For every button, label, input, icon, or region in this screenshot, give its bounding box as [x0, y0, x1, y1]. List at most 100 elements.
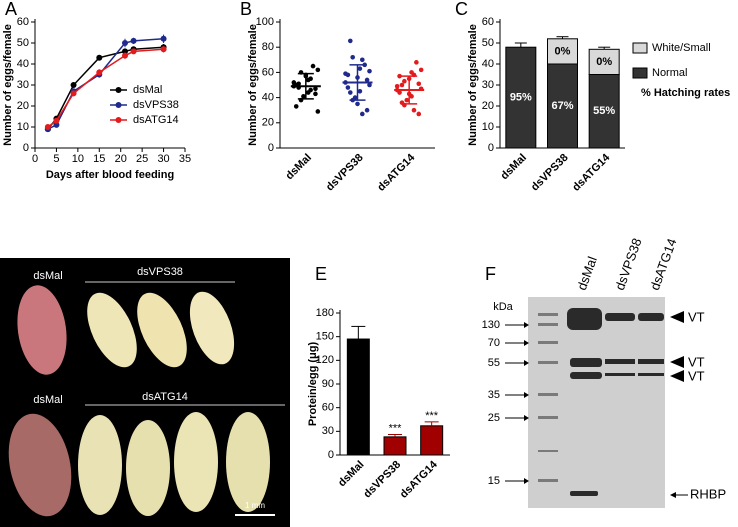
point — [70, 90, 77, 97]
point — [44, 124, 51, 130]
point — [357, 89, 363, 94]
y-tick-label: 60 — [262, 66, 274, 78]
band-label: VT — [688, 368, 705, 383]
x-axis-label: Days after blood feeding — [46, 169, 174, 181]
panel-label: A — [5, 0, 17, 19]
egg — [126, 420, 170, 516]
photo-label: dsMal — [33, 394, 62, 406]
marker-arrows — [505, 311, 688, 498]
significance: *** — [425, 410, 439, 422]
bar-segment — [588, 74, 620, 149]
lane-label: dsVPS38 — [612, 236, 645, 292]
point — [122, 52, 128, 59]
y-axis-label: Number of eggs/female — [247, 24, 259, 146]
x-tick-label: dsVPS38 — [361, 459, 403, 501]
y-tick-label: 180 — [316, 307, 334, 319]
point — [315, 109, 321, 114]
point — [313, 86, 318, 92]
x-tick-label: dsMal — [283, 152, 314, 183]
legend-marker — [115, 102, 122, 108]
point — [310, 63, 316, 69]
lane-label: dsATG14 — [647, 236, 680, 292]
data-label: 55% — [593, 105, 615, 117]
point — [308, 87, 313, 93]
legend-marker — [115, 117, 122, 123]
panel-label: C — [455, 0, 468, 19]
point — [364, 107, 370, 113]
point — [313, 91, 318, 97]
marker-label: 70 — [488, 337, 500, 349]
photo-panel: D dsMal dsVPS38 dsMal dsATG14 1 mm — [0, 258, 290, 527]
marker-label: 35 — [488, 389, 500, 401]
egg — [78, 415, 122, 515]
point — [301, 94, 306, 99]
y-tick-label: 120 — [316, 354, 334, 366]
point — [399, 82, 405, 88]
point — [352, 95, 358, 100]
point — [367, 82, 372, 88]
point — [360, 111, 365, 117]
marker-label: 130 — [482, 319, 500, 331]
y-tick-label: 20 — [262, 117, 274, 129]
point — [122, 48, 128, 55]
x-tick-label: 5 — [53, 153, 59, 165]
y-tick-label: 150 — [316, 331, 334, 343]
panel-label: B — [240, 0, 252, 19]
y-tick-label: 80 — [262, 41, 274, 53]
egg — [174, 412, 218, 512]
ladder — [538, 313, 558, 482]
legend-label: dsATG14 — [133, 114, 179, 126]
point — [70, 82, 77, 88]
y-tick-label: 20 — [482, 100, 494, 112]
marker-label: 55 — [488, 357, 500, 369]
y-tick-label: 50 — [17, 37, 29, 49]
point — [414, 60, 419, 65]
gel-panel: F dsMal dsVPS38 dsATG14 kDa 130 70 55 35… — [482, 236, 726, 508]
y-tick-label: 100 — [256, 16, 274, 28]
unit-label: kDa — [493, 301, 513, 313]
y-axis-label: Number of eggs/female — [467, 24, 479, 146]
point — [293, 104, 299, 109]
x-tick-label: 20 — [115, 153, 127, 165]
point — [345, 72, 351, 78]
x-tick-label: dsMal — [336, 459, 367, 490]
point — [160, 35, 167, 42]
y-tick-label: 0 — [488, 142, 494, 154]
point — [355, 101, 360, 107]
x-tick-label: dsATG14 — [570, 151, 613, 194]
point — [345, 85, 351, 90]
point — [160, 46, 167, 53]
legend-label: White/Small — [652, 42, 711, 54]
band-label: VT — [688, 309, 705, 324]
y-tick-label: 0 — [23, 142, 29, 154]
y-tick-label: 40 — [17, 58, 29, 70]
y-tick-label: 90 — [322, 378, 334, 390]
y-tick-label: 60 — [482, 16, 494, 28]
y-tick-label: 30 — [17, 79, 29, 91]
legend-swatch — [632, 42, 648, 54]
band-label: RHBP — [690, 486, 726, 501]
data-label: 67% — [551, 100, 573, 112]
point — [397, 90, 402, 95]
gel — [528, 297, 665, 508]
legend-label: Normal — [652, 67, 687, 79]
point — [404, 97, 410, 103]
bar-segment — [547, 38, 578, 65]
legend-marker — [115, 87, 122, 93]
point — [348, 90, 353, 95]
data-label: 0% — [596, 56, 612, 68]
x-tick-label: 35 — [179, 153, 191, 165]
photo-label: dsMal — [33, 270, 62, 282]
point — [402, 78, 407, 84]
panel-label: D — [4, 264, 12, 276]
point — [360, 57, 365, 63]
point — [394, 83, 400, 89]
data-label: 95% — [510, 92, 532, 104]
y-tick-label: 20 — [17, 100, 29, 112]
bands — [567, 308, 664, 496]
egg — [87, 292, 137, 368]
panel-label: E — [315, 264, 327, 284]
annotation: % Hatching rates — [641, 87, 730, 99]
point — [416, 81, 422, 87]
